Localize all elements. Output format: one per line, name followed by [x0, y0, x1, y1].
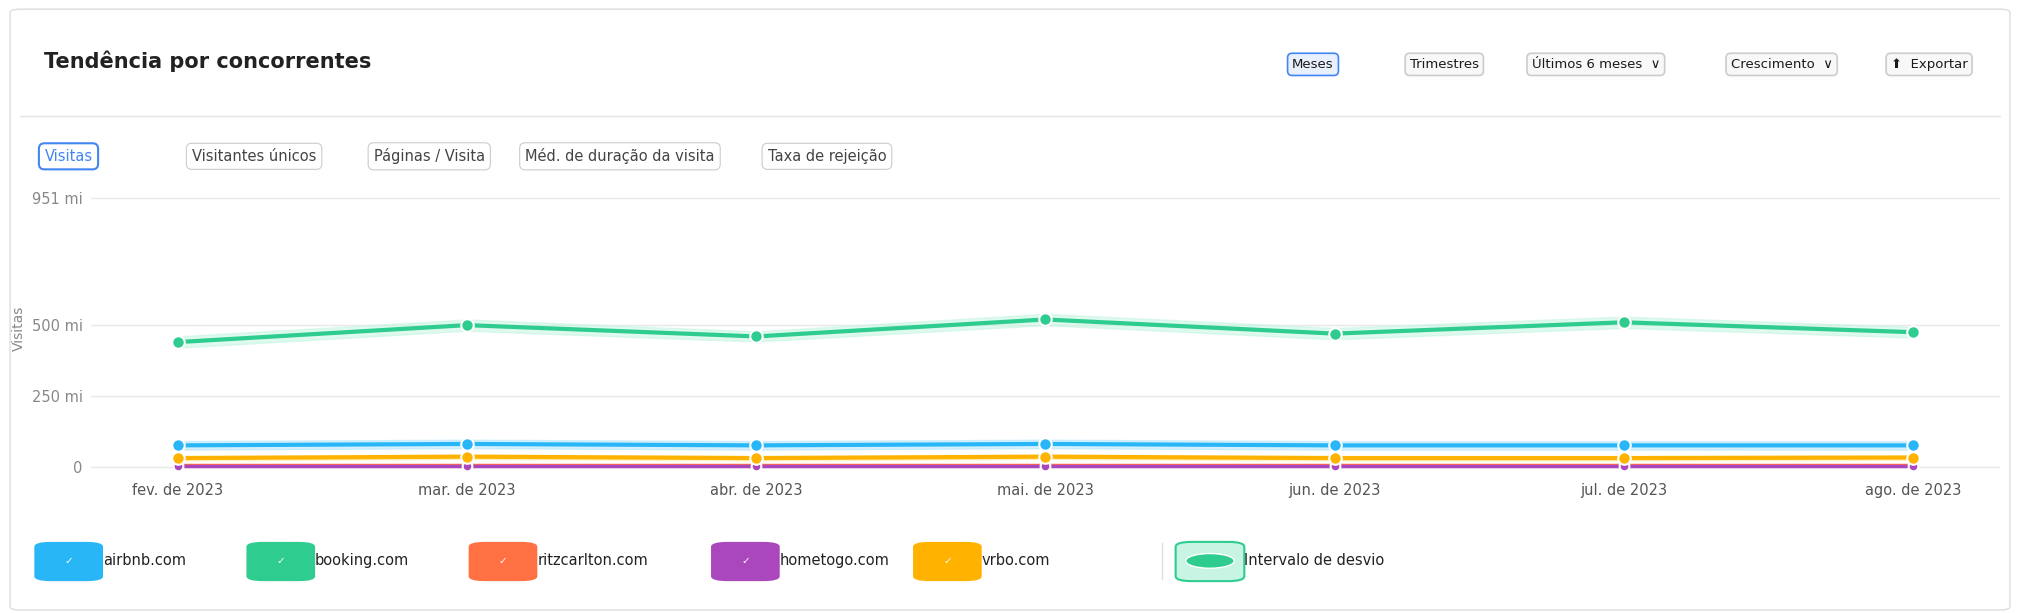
- Text: booking.com: booking.com: [315, 554, 410, 568]
- Text: airbnb.com: airbnb.com: [103, 554, 186, 568]
- Text: Meses: Meses: [1293, 58, 1333, 71]
- Text: Últimos 6 meses  ∨: Últimos 6 meses ∨: [1531, 58, 1660, 71]
- Text: Visitas: Visitas: [44, 149, 93, 164]
- Text: ✓: ✓: [741, 556, 749, 566]
- Text: ✓: ✓: [65, 556, 73, 566]
- Text: Trimestres: Trimestres: [1410, 58, 1479, 71]
- Text: Intervalo de desvio: Intervalo de desvio: [1244, 554, 1384, 568]
- Text: Crescimento  ∨: Crescimento ∨: [1731, 58, 1832, 71]
- Text: Taxa de rejeição: Taxa de rejeição: [768, 149, 887, 164]
- Text: ✓: ✓: [277, 556, 285, 566]
- Text: Visitantes únicos: Visitantes únicos: [192, 149, 317, 164]
- Text: vrbo.com: vrbo.com: [982, 554, 1050, 568]
- Text: ✓: ✓: [499, 556, 507, 566]
- Text: Páginas / Visita: Páginas / Visita: [374, 148, 485, 164]
- Text: ritzcarlton.com: ritzcarlton.com: [537, 554, 648, 568]
- FancyBboxPatch shape: [10, 9, 2010, 610]
- Text: Tendência por concorrentes: Tendência por concorrentes: [44, 50, 372, 72]
- Y-axis label: Visitas: Visitas: [12, 305, 26, 351]
- Text: ✓: ✓: [943, 556, 951, 566]
- Text: Méd. de duração da visita: Méd. de duração da visita: [525, 148, 715, 164]
- Text: hometogo.com: hometogo.com: [780, 554, 889, 568]
- Text: ⬆  Exportar: ⬆ Exportar: [1891, 58, 1967, 71]
